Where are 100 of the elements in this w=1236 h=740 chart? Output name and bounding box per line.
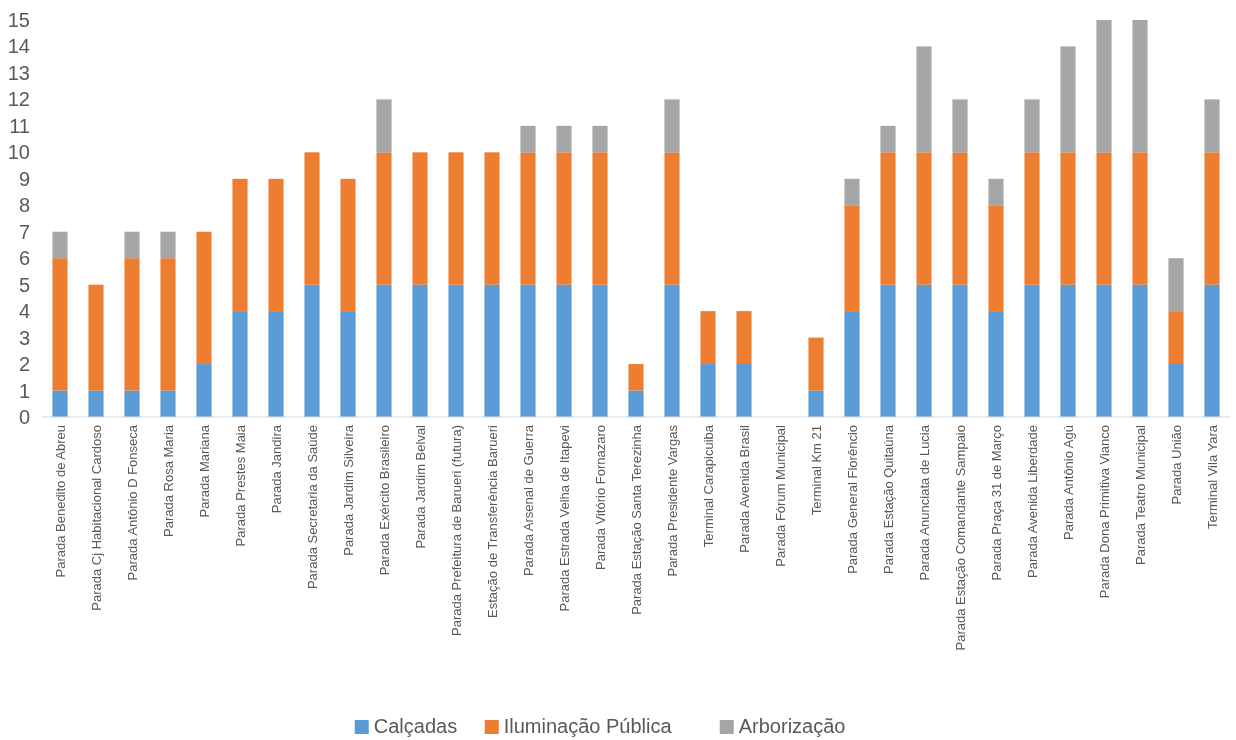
legend-label: Arborização <box>738 715 846 737</box>
legend-label: Calçadas <box>373 715 458 737</box>
bar <box>808 337 824 391</box>
bar <box>556 152 572 285</box>
y-tick-label: 10 <box>7 141 30 164</box>
bar <box>448 152 464 285</box>
bar <box>952 284 968 417</box>
bar <box>88 390 104 417</box>
bar <box>340 178 356 312</box>
bar <box>1024 284 1040 417</box>
x-tick-label: Parada Praça 31 de Março <box>989 425 1004 581</box>
x-tick-label: Parada Teatro Municipal <box>1133 424 1148 565</box>
legend-label: Iluminação Pública <box>503 715 673 737</box>
bar <box>52 258 68 391</box>
bar <box>592 284 608 417</box>
x-tick-label: Parada Prestes Maia <box>233 424 248 547</box>
bar <box>160 390 176 417</box>
bar <box>124 258 140 391</box>
bar <box>916 46 932 153</box>
bar <box>376 99 392 153</box>
bar <box>160 258 176 391</box>
bar <box>844 311 860 417</box>
bar <box>52 390 68 417</box>
x-tick-label: Parada Jardim Belval <box>413 424 428 549</box>
bar <box>232 311 248 417</box>
bar <box>1132 284 1148 417</box>
y-tick-label: 1 <box>18 379 30 402</box>
x-tick-label: Parada Dona Primitiva Vianco <box>1097 425 1112 599</box>
x-tick-label: Parada Estação Quitaúna <box>881 424 896 574</box>
bar <box>268 311 284 417</box>
y-tick-label: 2 <box>18 353 30 376</box>
x-tick-label: Parada Prefeitura de Barueri (futura) <box>449 425 464 636</box>
x-tick-label: Parada Antônio Agú <box>1061 425 1076 540</box>
x-tick-label: Parada Jardim Silveira <box>341 424 356 556</box>
bar <box>880 284 896 417</box>
x-tick-label: Parada Vitório Fornazaro <box>593 425 608 571</box>
bar <box>880 125 896 153</box>
x-tick-label: Parada Rosa Maria <box>161 424 176 537</box>
bar <box>988 205 1004 312</box>
x-tick-label: Parada Exército Brasileiro <box>377 425 392 576</box>
y-tick-label: 15 <box>7 9 30 31</box>
bar <box>196 231 212 365</box>
bar <box>304 152 320 285</box>
x-tick-label: Parada União <box>1169 425 1184 505</box>
bar <box>844 205 860 312</box>
bar <box>592 125 608 153</box>
bar <box>268 178 284 312</box>
bar <box>484 152 500 285</box>
bar <box>448 284 464 417</box>
bar <box>1024 99 1040 153</box>
x-tick-label: Parada Estrada Velha de Itapevi <box>557 424 572 612</box>
bar <box>232 178 248 312</box>
bar <box>988 178 1004 206</box>
bar <box>160 231 176 259</box>
bar <box>484 284 500 417</box>
bar <box>412 284 428 417</box>
bar <box>1168 364 1184 417</box>
bar <box>304 284 320 417</box>
bar <box>556 125 572 153</box>
bar <box>88 284 104 391</box>
bar <box>916 284 932 417</box>
bar <box>520 125 536 153</box>
x-tick-label: Parada General Florêncio <box>845 425 860 574</box>
y-tick-label: 5 <box>18 273 30 296</box>
bar <box>124 231 140 259</box>
bar <box>1204 152 1220 285</box>
x-tick-label: Parada Avenida Brasil <box>737 424 752 553</box>
x-tick-label: Terminal Km 21 <box>809 425 824 516</box>
bar <box>376 284 392 417</box>
bar <box>664 99 680 153</box>
bar <box>1204 99 1220 153</box>
bar <box>628 364 644 391</box>
x-tick-label: Terminal Carapicuiba <box>701 424 716 548</box>
bar <box>376 152 392 285</box>
x-tick-label: Parada Presidente Vargas <box>665 424 680 577</box>
bar <box>1204 284 1220 417</box>
y-tick-label: 3 <box>18 326 30 349</box>
bar <box>1168 311 1184 365</box>
x-tick-label: Parada Estação Comandante Sampaio <box>953 425 968 651</box>
bar <box>520 284 536 417</box>
bar <box>556 284 572 417</box>
bar <box>1168 258 1184 312</box>
bar <box>736 364 752 417</box>
bar <box>1132 152 1148 285</box>
bar <box>412 152 428 285</box>
y-tick-label: 9 <box>18 167 30 190</box>
bar <box>664 152 680 285</box>
bar <box>880 152 896 285</box>
bar <box>628 390 644 417</box>
bar <box>1096 152 1112 285</box>
y-tick-label: 13 <box>7 61 30 84</box>
bar <box>736 311 752 365</box>
bar <box>52 231 68 259</box>
y-tick-label: 12 <box>7 88 30 111</box>
x-tick-label: Parada Cj Habitacional Cardoso <box>89 425 104 611</box>
bar <box>952 152 968 285</box>
bar <box>1096 284 1112 417</box>
x-tick-label: Parada Benedito de Abreu <box>53 425 68 578</box>
bar <box>124 390 140 417</box>
x-tick-label: Parada Antônio D Fonseca <box>125 424 140 581</box>
